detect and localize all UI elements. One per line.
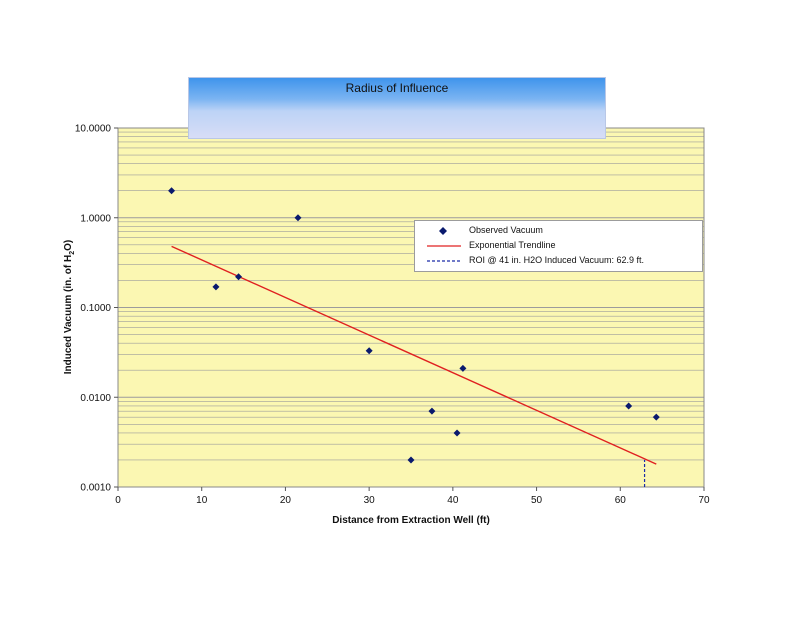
legend-item-observed: Observed Vacuum bbox=[415, 224, 702, 238]
chart-title-banner: Radius of Influence bbox=[188, 77, 606, 139]
observed-vacuum-point bbox=[652, 413, 660, 421]
x-tick-label: 10 bbox=[196, 495, 208, 506]
observed-vacuum-point bbox=[407, 456, 415, 464]
legend-item-roi: ROI @ 41 in. H2O Induced Vacuum: 62.9 ft… bbox=[415, 254, 702, 268]
y-axis-label-part-1: Induced Vacuum (in. of H bbox=[63, 255, 74, 374]
diamond-marker-icon bbox=[439, 227, 447, 235]
observed-vacuum-point bbox=[235, 273, 243, 281]
exponential-trendline bbox=[171, 245, 657, 465]
x-tick-label: 40 bbox=[447, 495, 459, 506]
y-axis-label: Induced Vacuum (in. of H2O) bbox=[63, 240, 76, 374]
x-tick-label: 0 bbox=[115, 495, 121, 506]
x-axis-ticks: 0 10 20 30 40 50 60 70 bbox=[115, 487, 710, 506]
y-axis-label-part-3: O) bbox=[63, 240, 74, 251]
legend-item-trendline: Exponential Trendline bbox=[415, 239, 702, 253]
x-tick-label: 30 bbox=[364, 495, 376, 506]
legend-label-trendline: Exponential Trendline bbox=[469, 240, 556, 250]
x-tick-label: 70 bbox=[698, 495, 710, 506]
legend-label-roi: ROI @ 41 in. H2O Induced Vacuum: 62.9 ft… bbox=[469, 255, 645, 265]
red-line-icon bbox=[427, 245, 461, 247]
observed-vacuum-point bbox=[625, 402, 633, 410]
observed-vacuum-point bbox=[212, 283, 220, 291]
x-tick-label: 50 bbox=[531, 495, 543, 506]
x-tick-label: 20 bbox=[280, 495, 292, 506]
x-axis-label: Distance from Extraction Well (ft) bbox=[332, 515, 490, 526]
y-tick-label: 1.0000 bbox=[80, 213, 111, 224]
observed-vacuum-point bbox=[365, 347, 373, 355]
y-tick-label: 0.0010 bbox=[80, 483, 111, 494]
observed-vacuum-point bbox=[459, 364, 467, 372]
dashed-line-icon bbox=[427, 260, 461, 262]
y-axis-label-subscript: 2 bbox=[69, 251, 76, 255]
observed-vacuum-point bbox=[428, 407, 436, 415]
y-axis-ticks: 0.0010 0.0100 0.1000 1.0000 10.0000 bbox=[75, 124, 118, 494]
chart-marks bbox=[168, 187, 660, 487]
observed-vacuum-point bbox=[168, 187, 176, 195]
y-tick-label: 10.0000 bbox=[75, 124, 112, 135]
legend: Observed Vacuum Exponential Trendline RO… bbox=[414, 220, 703, 272]
y-tick-label: 0.0100 bbox=[80, 393, 111, 404]
legend-label-observed: Observed Vacuum bbox=[469, 225, 543, 235]
observed-vacuum-point bbox=[453, 429, 461, 437]
x-tick-label: 60 bbox=[615, 495, 627, 506]
chart-title: Radius of Influence bbox=[345, 81, 449, 95]
y-tick-label: 0.1000 bbox=[80, 303, 111, 314]
observed-vacuum-point bbox=[294, 214, 302, 222]
